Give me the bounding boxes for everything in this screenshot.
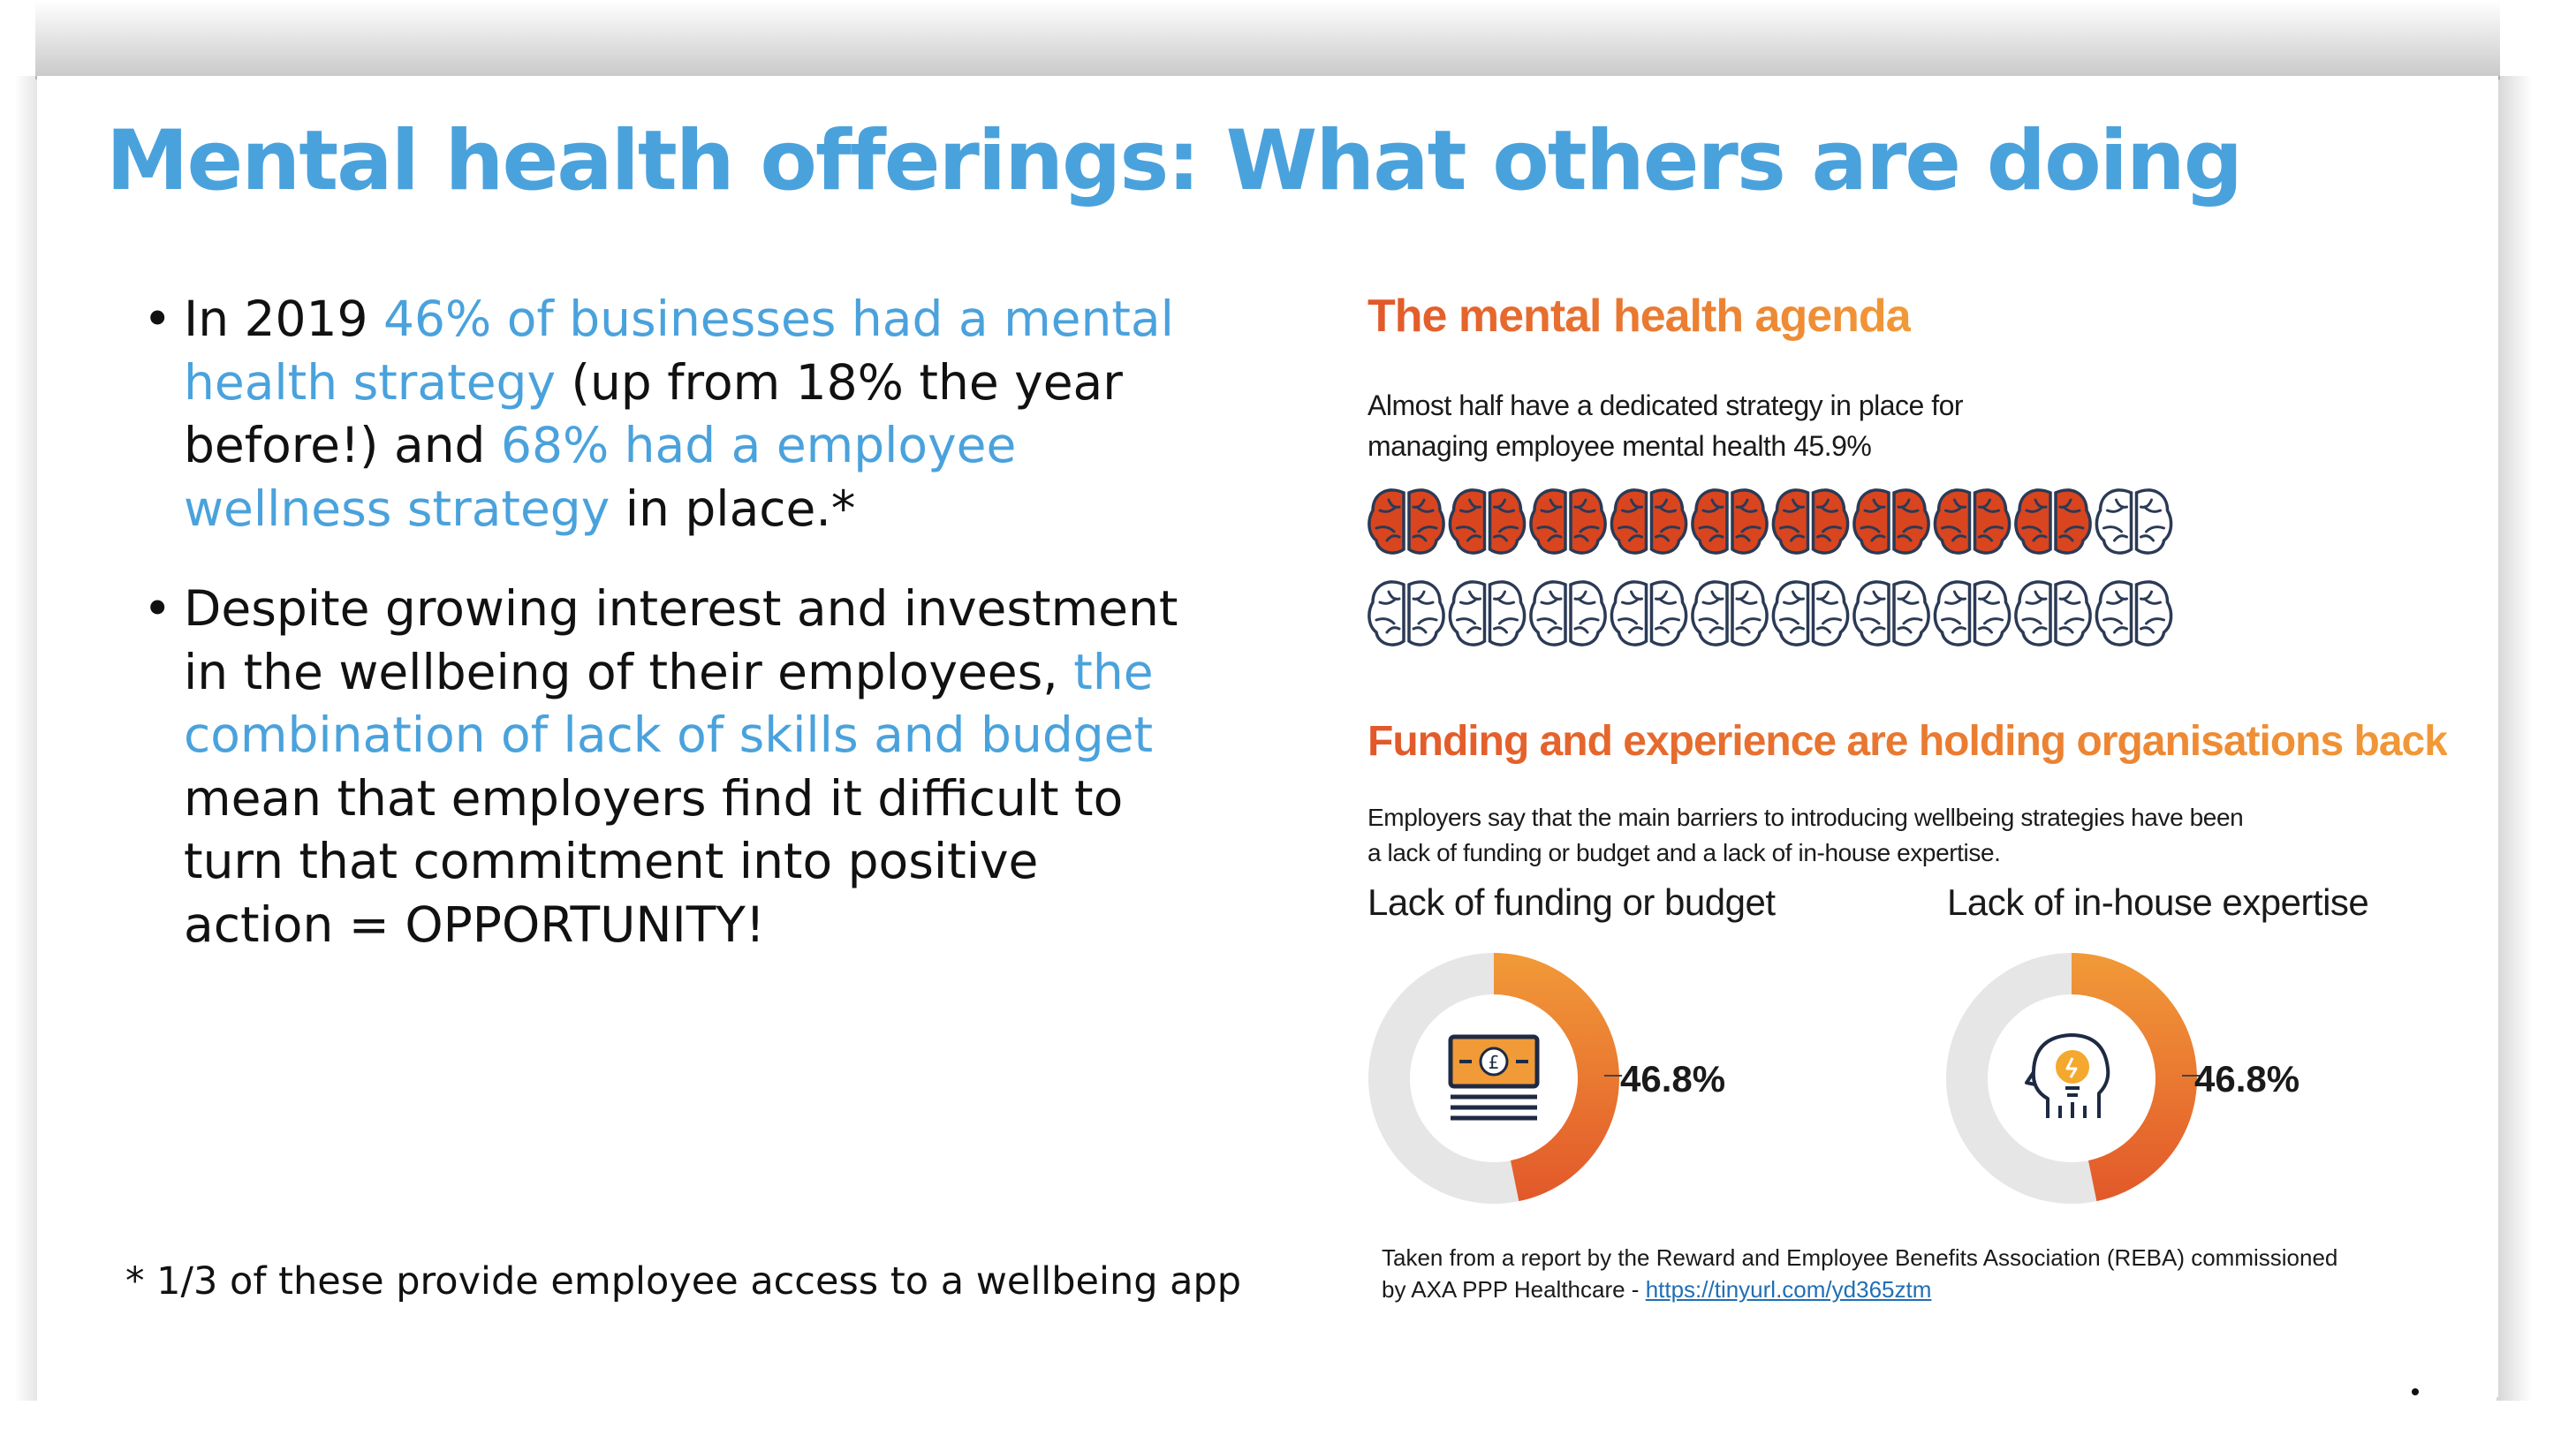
bullet-list: • In 2019 46% of businesses had a mental…	[106, 288, 1201, 956]
brain-icon-outline	[2014, 580, 2092, 646]
slide-title: Mental health offerings: What others are…	[106, 113, 2243, 209]
bullet-marker: •	[143, 291, 172, 347]
donut-chart-expertise	[1945, 953, 2200, 1204]
brain-icon-filled	[2014, 488, 2092, 555]
svg-text:£: £	[1489, 1052, 1500, 1073]
source-text: by AXA PPP Healthcare -	[1382, 1276, 1646, 1303]
brain-icon-outline	[1933, 580, 2012, 646]
brain-icon-outline	[1610, 580, 1688, 646]
funding-heading: Funding and experience are holding organ…	[1368, 718, 2448, 765]
source-text: Taken from a report by the Reward and Em…	[1382, 1244, 2338, 1271]
brain-icon-outline	[1691, 580, 1769, 646]
barrier-label-funding: Lack of funding or budget	[1368, 881, 1776, 923]
brain-icon-grid	[1368, 488, 2173, 646]
brain-icon-outline	[2095, 580, 2173, 646]
donut-segment	[1494, 953, 1619, 1202]
brain-icon-outline	[1771, 580, 1850, 646]
brain-icon-filled	[1448, 488, 1527, 555]
corner-dot	[2412, 1388, 2419, 1395]
bullet-item: • In 2019 46% of businesses had a mental…	[106, 288, 1201, 540]
donut-track	[1945, 953, 2097, 1204]
slide-shadow-right	[2496, 76, 2532, 1401]
source-link[interactable]: https://tinyurl.com/yd365ztm	[1645, 1276, 1932, 1303]
agenda-heading: The mental health agenda	[1368, 291, 1912, 342]
brain-icon-outline	[1529, 580, 1607, 646]
brain-icon-filled	[1852, 488, 1930, 555]
agenda-text-line: Almost half have a dedicated strategy in…	[1368, 389, 1964, 421]
agenda-text-line: managing employee mental health 45.9%	[1368, 430, 1872, 462]
footnote: * 1/3 of these provide employee access t…	[125, 1259, 1242, 1304]
bullet-marker: •	[143, 580, 172, 637]
barrier-value-funding: 46.8%	[1620, 1058, 1726, 1100]
slide: Mental health offerings: What others are…	[37, 76, 2498, 1397]
bullet-item: • Despite growing interest and investmen…	[106, 578, 1201, 956]
brain-icon-outline	[1448, 580, 1527, 646]
brain-icon-filled	[1933, 488, 2012, 555]
slide-shadow-top	[35, 0, 2500, 79]
bullet-text: Despite growing interest and investment …	[184, 580, 1178, 700]
barrier-label-expertise: Lack of in-house expertise	[1947, 881, 2369, 923]
funding-text-line: a lack of funding or budget and a lack o…	[1368, 839, 2001, 866]
source-citation: Taken from a report by the Reward and Em…	[1382, 1242, 2337, 1305]
bullet-text: In 2019	[184, 291, 384, 347]
bullet-highlight: the combination of lack of skills and bu…	[184, 643, 1154, 764]
bullet-text: mean that employers find it difficult to…	[184, 769, 1124, 953]
brain-icon-outline	[2095, 488, 2173, 555]
bullet-text: in place.*	[610, 480, 856, 537]
brain-icon-filled	[1691, 488, 1769, 555]
funding-text: Employers say that the main barriers to …	[1368, 800, 2244, 871]
donut-chart-funding: £	[1368, 953, 1622, 1204]
bullet-text: (up from 18% the year before!) and	[184, 353, 1123, 474]
money-icon: £	[1448, 1034, 1540, 1121]
brain-icon-filled	[1771, 488, 1850, 555]
donut-segment	[2072, 953, 2197, 1202]
brain-icon-filled	[1610, 488, 1688, 555]
bullet-highlight: 68% had a employee wellness strategy	[184, 417, 1017, 537]
infographic: The mental health agenda Almost half hav…	[1329, 76, 2495, 1397]
brain-icon-filled	[1529, 488, 1607, 555]
head-lightbulb-icon	[2025, 1033, 2110, 1118]
slide-shadow-left	[14, 76, 37, 1401]
brain-icon-filled	[1368, 488, 1445, 555]
bullet-highlight: 46% of businesses had a mental health st…	[184, 291, 1174, 411]
barrier-value-expertise: 46.8%	[2194, 1058, 2300, 1100]
brain-icon-outline	[1368, 580, 1445, 646]
brain-icon-outline	[1852, 580, 1930, 646]
agenda-text: Almost half have a dedicated strategy in…	[1368, 385, 1964, 466]
donut-track	[1368, 953, 1519, 1204]
funding-text-line: Employers say that the main barriers to …	[1368, 804, 2244, 831]
